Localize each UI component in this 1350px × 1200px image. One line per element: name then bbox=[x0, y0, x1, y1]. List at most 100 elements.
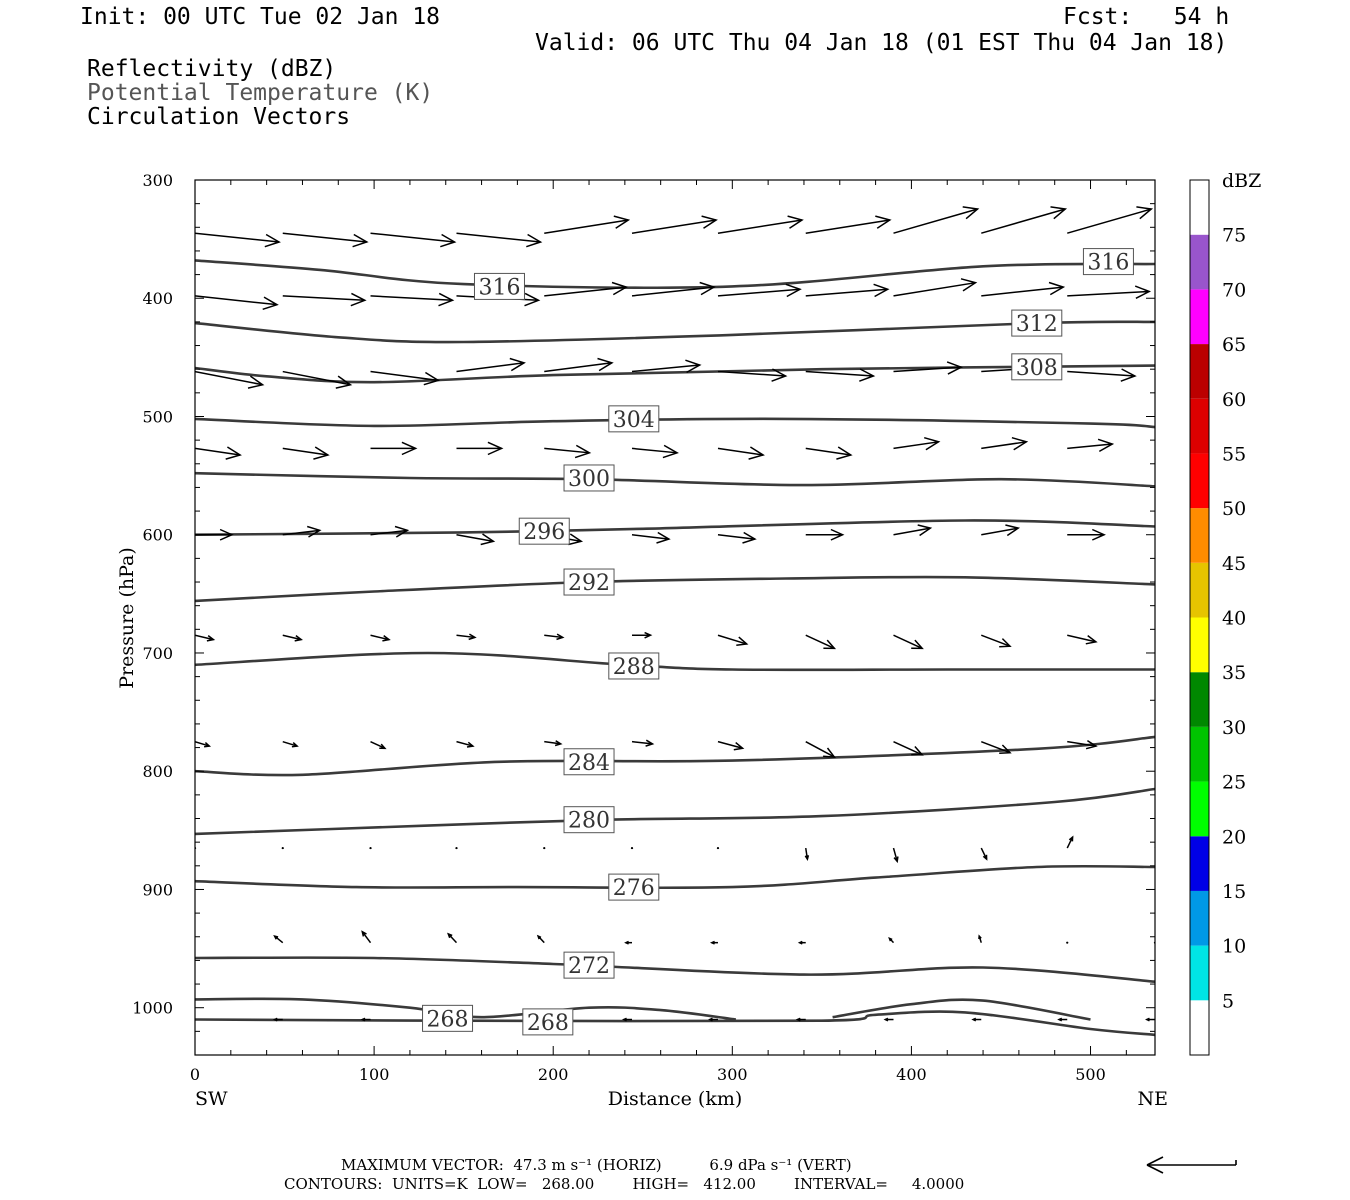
circulation-vector bbox=[282, 740, 298, 747]
circulation-vector-head bbox=[836, 446, 853, 460]
contour-label: 300 bbox=[568, 467, 610, 492]
circulation-vector bbox=[631, 364, 700, 373]
circulation-vector-head bbox=[306, 525, 322, 538]
circulation-vector bbox=[981, 208, 1066, 234]
circulation-vector bbox=[281, 846, 284, 850]
circulation-vector bbox=[893, 208, 978, 234]
circulation-vector bbox=[282, 232, 367, 243]
circulation-vector-head bbox=[262, 296, 279, 311]
circulation-vector-head bbox=[859, 368, 876, 382]
circulation-vector bbox=[1067, 208, 1152, 234]
circulation-vector bbox=[630, 846, 634, 850]
circulation-vector-head bbox=[611, 281, 629, 296]
circulation-vector-head bbox=[873, 283, 890, 298]
circulation-vector bbox=[805, 740, 835, 758]
circulation-vector-head bbox=[509, 357, 526, 372]
theta-contour-268 bbox=[832, 998, 1091, 1021]
circulation-vector bbox=[892, 847, 898, 862]
circulation-vector bbox=[717, 219, 803, 234]
circulation-vector-head bbox=[613, 215, 631, 229]
circulation-vector bbox=[1067, 443, 1113, 450]
colorbar-title: dBZ bbox=[1222, 170, 1261, 192]
circulation-vector-head bbox=[480, 533, 496, 546]
circulation-vector bbox=[456, 533, 494, 543]
x-end-label-right: NE bbox=[1138, 1088, 1169, 1110]
circulation-vector bbox=[717, 288, 801, 297]
x-end-label-left: SW bbox=[195, 1088, 228, 1110]
circulation-vector bbox=[805, 219, 890, 234]
circulation-vector bbox=[544, 447, 590, 454]
circulation-vector-head bbox=[1174, 741, 1184, 749]
contour-label: 276 bbox=[613, 876, 655, 901]
circulation-vector bbox=[195, 634, 214, 641]
contour-label: 280 bbox=[568, 809, 610, 834]
circulation-vector-head bbox=[247, 375, 265, 389]
circulation-vector bbox=[195, 447, 241, 456]
circulation-vector-head bbox=[699, 281, 716, 296]
colorbar-tick-label: 55 bbox=[1222, 443, 1246, 465]
valid-time: Valid: 06 UTC Thu 04 Jan 18 (01 EST Thu … bbox=[535, 30, 1228, 56]
circulation-vector-head bbox=[401, 441, 418, 456]
circulation-vector-head bbox=[1097, 438, 1115, 453]
circulation-vector bbox=[631, 447, 678, 454]
contour-label-box bbox=[563, 951, 615, 979]
colorbar-swatch bbox=[1190, 890, 1209, 946]
circulation-vector bbox=[370, 370, 439, 382]
contour-label: 304 bbox=[613, 408, 655, 433]
circulation-vector-head bbox=[447, 932, 453, 939]
circulation-vector-head bbox=[352, 233, 369, 248]
circulation-vector bbox=[631, 740, 653, 745]
circulation-vector bbox=[282, 295, 365, 302]
circulation-vector-head bbox=[272, 1017, 278, 1022]
colorbar-tick-label: 25 bbox=[1222, 772, 1246, 794]
circulation-vector-head bbox=[526, 233, 543, 248]
theta-contour-292 bbox=[195, 575, 1155, 603]
circulation-vector bbox=[805, 288, 888, 297]
circulation-vector-head bbox=[787, 215, 804, 229]
circulation-vector-head bbox=[466, 741, 475, 748]
colorbar-tick-label: 20 bbox=[1222, 826, 1246, 848]
theta-contour-296 bbox=[195, 519, 1155, 536]
circulation-vector bbox=[717, 447, 764, 456]
circulation-vector bbox=[544, 362, 613, 373]
circulation-vector bbox=[981, 527, 1019, 536]
colorbar-tick-label: 40 bbox=[1222, 608, 1246, 630]
circulation-vector-head bbox=[917, 524, 933, 537]
circulation-vector bbox=[370, 529, 408, 536]
circulation-vector-head bbox=[574, 444, 592, 459]
colorbar-swatch bbox=[1190, 562, 1209, 618]
max-vector-info: MAXIMUM VECTOR: 47.3 m s⁻¹ (HORIZ) 6.9 d… bbox=[341, 1156, 852, 1174]
circulation-vector bbox=[1067, 290, 1150, 297]
circulation-vector bbox=[195, 232, 280, 243]
circulation-vector-head bbox=[946, 361, 964, 375]
circulation-vector-head bbox=[733, 742, 745, 751]
circulation-vector-head bbox=[291, 742, 299, 748]
circulation-vector-head bbox=[1048, 281, 1066, 296]
contour-label-box bbox=[563, 464, 615, 492]
forecast-hour: Fcst: 54 h bbox=[1063, 4, 1230, 30]
circulation-vector bbox=[893, 740, 923, 756]
contour-label-box bbox=[473, 272, 525, 300]
contour-label: 292 bbox=[568, 571, 610, 596]
circulation-vector bbox=[980, 847, 988, 860]
circulation-vector-head bbox=[624, 940, 629, 945]
theta-contour-268 bbox=[195, 1010, 1155, 1037]
contour-label-box bbox=[518, 517, 570, 545]
circulation-vector-head bbox=[875, 215, 892, 229]
circulation-vector-head bbox=[742, 531, 757, 544]
circulation-vector-head bbox=[888, 936, 893, 942]
theta-contour-280 bbox=[195, 787, 1155, 836]
circulation-vector bbox=[1066, 836, 1074, 849]
circulation-vector bbox=[282, 370, 351, 386]
circulation-vector-head bbox=[1174, 636, 1184, 644]
circulation-vector bbox=[456, 362, 525, 373]
x-tick-label: 100 bbox=[359, 1065, 390, 1084]
circulation-vector-head bbox=[736, 636, 749, 647]
x-tick-label: 200 bbox=[538, 1065, 569, 1084]
y-tick-label: 700 bbox=[142, 644, 173, 663]
circulation-vector bbox=[893, 527, 931, 536]
circulation-vector bbox=[282, 634, 302, 641]
circulation-vector-head bbox=[893, 856, 899, 864]
colorbar-swatch bbox=[1190, 1000, 1209, 1055]
circulation-vector-head bbox=[1005, 524, 1021, 537]
